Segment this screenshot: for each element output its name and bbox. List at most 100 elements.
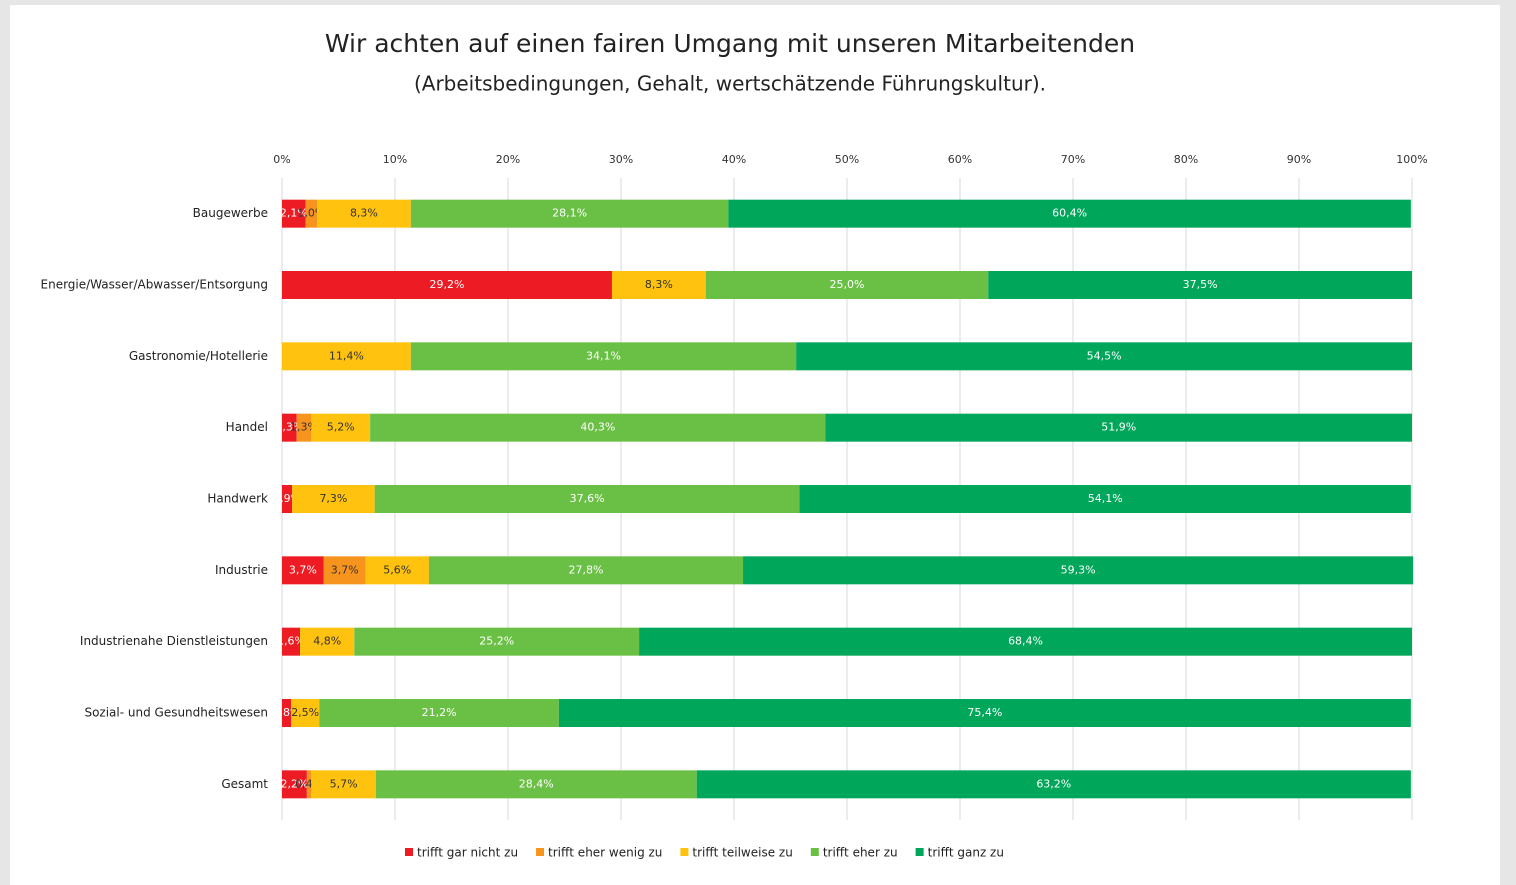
x-tick-label: 40%: [722, 153, 746, 166]
data-label: 40,3%: [580, 421, 615, 434]
bar-segment: [282, 199, 306, 228]
data-label: 5,2%: [327, 421, 355, 434]
bar-segment: [370, 413, 826, 442]
chart-title: Wir achten auf einen fairen Umgang mit u…: [325, 29, 1135, 58]
x-tick-label: 80%: [1174, 153, 1198, 166]
data-label: 2,1%: [280, 207, 308, 220]
y-tick-label: Baugewerbe: [193, 206, 268, 220]
bar-segment: [374, 485, 800, 513]
bar-segment: [743, 556, 1414, 585]
data-label: 51,9%: [1101, 421, 1136, 434]
x-tick-label: 70%: [1061, 153, 1085, 166]
x-tick-label: 10%: [383, 153, 407, 166]
chart-subtitle: (Arbeitsbedingungen, Gehalt, wertschätze…: [414, 72, 1046, 96]
data-label: 1,3%: [290, 421, 318, 434]
x-tick-label: 20%: [496, 153, 520, 166]
data-label: 54,1%: [1088, 492, 1123, 505]
bar-segment: [705, 271, 989, 299]
data-label: 68,4%: [1008, 635, 1043, 648]
legend-swatch: [810, 848, 819, 856]
data-label: 2,5%: [291, 706, 319, 719]
bar-segment: [354, 627, 640, 656]
data-label: 3,7%: [289, 563, 317, 576]
data-label: 1,6%: [277, 635, 305, 648]
bar-segment: [282, 699, 292, 727]
bar-segment: [639, 627, 1412, 656]
data-label: 25,0%: [830, 278, 865, 291]
legend-label: trifft teilweise zu: [692, 846, 792, 860]
bar-segment: [282, 342, 411, 371]
bar-segment: [558, 699, 1411, 727]
bar-segment: [282, 485, 293, 513]
bar-segment: [825, 413, 1412, 442]
legend-label: trifft ganz zu: [928, 846, 1004, 860]
legend-swatch: [405, 848, 413, 856]
bar-segment: [311, 413, 371, 442]
bar-segment: [282, 271, 612, 299]
bar-segment: [796, 342, 1412, 371]
bar-segment: [410, 342, 797, 371]
x-tick-label: 60%: [948, 153, 972, 166]
y-tick-label: Handel: [226, 420, 268, 434]
bar-segment: [323, 556, 366, 585]
data-label: 8,3%: [350, 207, 378, 220]
bar-segment: [300, 627, 355, 656]
y-tick-label: Energie/Wasser/Abwasser/Entsorgung: [41, 278, 269, 292]
bar-segment: [305, 199, 318, 228]
data-label: 1,3%: [275, 421, 303, 434]
data-label: 28,1%: [552, 207, 587, 220]
y-tick-label: Gesamt: [221, 777, 268, 791]
bar-segment: [728, 199, 1411, 228]
x-tick-label: 90%: [1287, 153, 1311, 166]
data-label: 5,6%: [383, 563, 411, 576]
bar-segment: [292, 485, 375, 513]
panel: [10, 5, 1500, 885]
bar-segment: [799, 485, 1411, 513]
legend-label: trifft eher zu: [823, 846, 898, 860]
data-label: 27,8%: [568, 563, 603, 576]
bar-segment: [311, 770, 376, 799]
bar-segment: [291, 699, 320, 727]
legend-swatch: [915, 848, 924, 856]
data-label: 21,2%: [422, 706, 457, 719]
bar-segment: [282, 413, 297, 442]
legend-label: trifft eher wenig zu: [548, 846, 662, 860]
y-tick-label: Handwerk: [207, 492, 268, 506]
bar-segment: [988, 271, 1412, 299]
data-label: 5,7%: [330, 777, 358, 790]
x-tick-label: 100%: [1396, 153, 1427, 166]
legend-swatch: [536, 848, 545, 856]
data-label: 28,4%: [519, 777, 554, 790]
data-label: 37,6%: [570, 492, 605, 505]
bar-segment: [319, 699, 559, 727]
x-tick-label: 50%: [835, 153, 859, 166]
data-label: 60,4%: [1052, 207, 1087, 220]
data-label: 2,2%: [280, 777, 308, 790]
bar-segment: [410, 199, 729, 228]
bar-segment: [317, 199, 411, 228]
bar-segment: [365, 556, 429, 585]
bar-segment: [282, 556, 324, 585]
bar-segment: [375, 770, 697, 799]
data-label: 75,4%: [967, 706, 1002, 719]
data-label: 54,5%: [1087, 349, 1122, 362]
bar-segment: [696, 770, 1411, 799]
data-label: 4,8%: [313, 635, 341, 648]
bar-segment: [428, 556, 744, 585]
data-label: 63,2%: [1036, 777, 1071, 790]
data-label: 8,3%: [645, 278, 673, 291]
data-label: 25,2%: [479, 635, 514, 648]
data-label: 11,4%: [329, 349, 364, 362]
data-label: 29,2%: [430, 278, 465, 291]
data-label: 34,1%: [586, 349, 621, 362]
legend-swatch: [680, 848, 689, 856]
bar-segment: [611, 271, 706, 299]
bar-segment: [296, 413, 312, 442]
data-label: 37,5%: [1183, 278, 1218, 291]
y-tick-label: Sozial- und Gesundheitswesen: [84, 706, 268, 720]
y-tick-label: Gastronomie/Hotellerie: [129, 349, 268, 363]
bar-segment: [282, 627, 301, 656]
x-tick-label: 30%: [609, 153, 633, 166]
